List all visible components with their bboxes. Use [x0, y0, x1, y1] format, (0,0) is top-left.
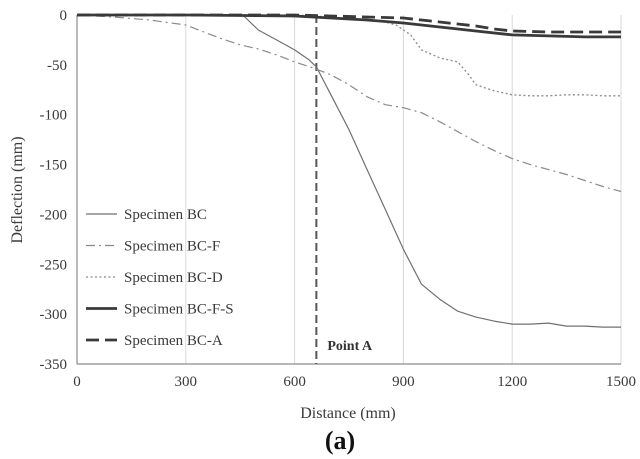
x-tick-label: 1500	[606, 374, 636, 390]
x-tick-label: 1200	[497, 374, 527, 390]
y-tick-label: -200	[40, 207, 68, 223]
legend-label: Specimen BC-F	[124, 239, 220, 255]
legend: Specimen BC Specimen BC-F Specimen BC-D Spe…	[86, 207, 234, 349]
legend-label: Specimen BC-F-S	[124, 302, 234, 318]
axes: 0 300 600 900 1200 1500 0 -50 -100 -150 -200 -250 -3…	[40, 8, 637, 390]
point-a-annotation: Point A	[315, 15, 373, 364]
y-tick-label: -300	[40, 307, 68, 323]
grid-lines	[185, 15, 622, 364]
panel-label: (a)	[325, 426, 355, 455]
series-lines	[76, 13, 622, 328]
y-tick-label: -50	[47, 58, 67, 74]
x-tick-label: 0	[73, 374, 81, 390]
series-line	[77, 14, 621, 97]
x-axis-label: Distance (mm)	[300, 405, 396, 422]
y-tick-label: -100	[40, 108, 68, 124]
legend-label: Specimen BC	[124, 207, 207, 223]
y-axis-label: Deflection (mm)	[9, 136, 26, 243]
series-line	[76, 14, 622, 193]
x-tick-label: 600	[283, 374, 306, 390]
y-tick-label: 0	[60, 8, 68, 24]
y-tick-label: -150	[40, 158, 68, 174]
point-a-label: Point A	[327, 339, 373, 354]
legend-label: Specimen BC-A	[124, 333, 223, 349]
x-tick-label: 300	[175, 374, 198, 390]
y-tick-label: -250	[40, 257, 68, 273]
y-tick-label: -350	[40, 357, 68, 373]
series-line	[77, 13, 621, 34]
x-tick-label: 900	[392, 374, 415, 390]
legend-label: Specimen BC-D	[124, 270, 223, 286]
series-line	[77, 13, 621, 39]
